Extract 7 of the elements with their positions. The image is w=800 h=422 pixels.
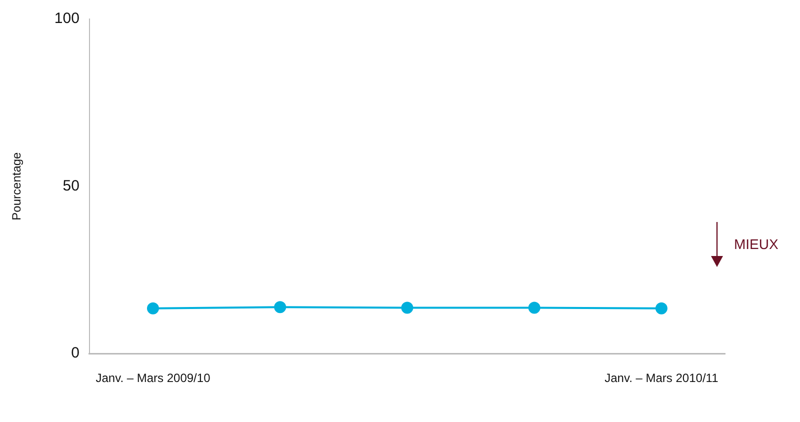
- y-tick-label: 0: [71, 344, 80, 362]
- y-axis-title: Pourcentage: [10, 152, 24, 220]
- y-tick-label: 100: [54, 10, 80, 28]
- y-tick-label: 50: [62, 177, 80, 194]
- x-tick-label: Janv. – Mars 2010/11: [604, 371, 719, 386]
- x-tick-label: Janv. – Mars 2009/10: [96, 371, 211, 386]
- text: MIEUX: [734, 236, 778, 252]
